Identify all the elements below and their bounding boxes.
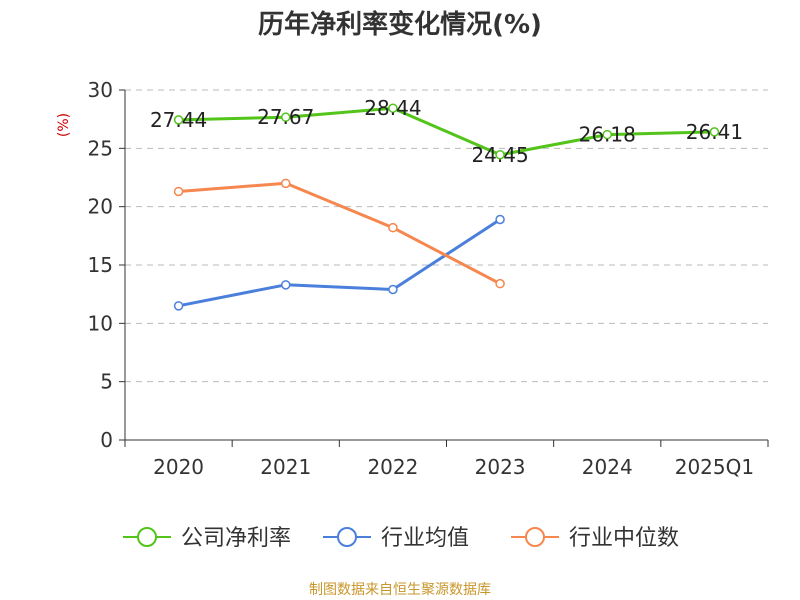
x-tick-label: 2020: [153, 455, 204, 479]
data-point[interactable]: [495, 278, 505, 289]
data-point[interactable]: [602, 129, 612, 140]
source-note: 制图数据来自恒生聚源数据库: [309, 582, 491, 598]
data-label: 27.44: [150, 108, 207, 132]
data-point[interactable]: [495, 214, 505, 225]
y-tick-label: 20: [88, 195, 113, 219]
legend-marker: [137, 527, 157, 547]
legend-marker: [525, 527, 545, 547]
legend-item-label: 行业中位数: [569, 526, 679, 551]
legend-marker: [337, 527, 357, 547]
data-label: 24.45: [471, 143, 528, 167]
chart-title: 历年净利率变化情况(%): [258, 9, 542, 40]
data-point[interactable]: [173, 115, 184, 125]
legend-item-label: 公司净利率: [181, 526, 291, 551]
legend-item-label: 行业均值: [381, 526, 469, 551]
data-point[interactable]: [281, 178, 291, 189]
data-point[interactable]: [388, 284, 398, 295]
y-tick-label: 0: [100, 428, 113, 452]
data-point[interactable]: [388, 103, 398, 113]
y-tick-label: 30: [88, 78, 113, 102]
series-line: [178, 181, 501, 286]
y-tick-label: 10: [88, 311, 113, 335]
series-line: [178, 106, 715, 157]
data-label: 26.18: [579, 123, 636, 147]
x-tick-label: 2024: [582, 455, 633, 479]
x-tick-label: 2022: [367, 455, 418, 479]
data-point[interactable]: [709, 127, 720, 137]
data-point[interactable]: [495, 150, 505, 160]
y-tick-label: 15: [88, 253, 113, 277]
data-point[interactable]: [173, 186, 184, 197]
y-tick-label: 5: [100, 370, 113, 394]
y-tick-label: 25: [88, 136, 113, 160]
x-tick-label: 2023: [475, 455, 526, 479]
data-label: 27.67: [257, 105, 314, 129]
data-label: 28.44: [364, 96, 421, 120]
x-tick-label: 2021: [260, 455, 311, 479]
x-tick-label: 2025Q1: [675, 455, 754, 479]
data-point[interactable]: [281, 280, 291, 290]
y-axis-unit-label: (%): [56, 113, 72, 137]
data-point[interactable]: [281, 112, 291, 122]
data-point[interactable]: [173, 301, 184, 311]
data-label: 26.41: [686, 120, 743, 144]
series-line: [178, 218, 501, 308]
data-point[interactable]: [388, 222, 398, 233]
